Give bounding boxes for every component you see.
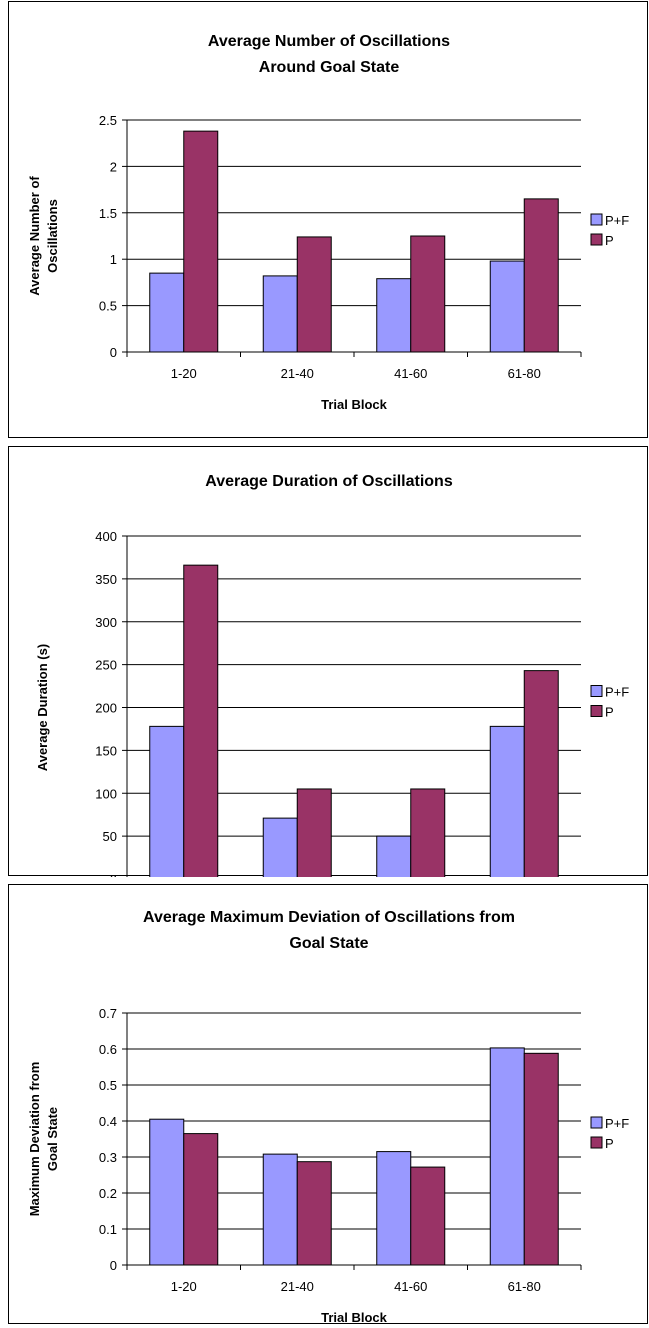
- x-category-label: 1-20: [171, 366, 197, 381]
- y-tick-label: 2.5: [99, 113, 117, 128]
- y-tick-label: 0.7: [99, 1006, 117, 1021]
- bar-p-1-20: [183, 564, 219, 877]
- legend-label: P+F: [605, 213, 629, 228]
- legend-label: P+F: [605, 1116, 629, 1131]
- y-axis-label-line: Goal State: [45, 1107, 60, 1171]
- y-tick-label: 0.5: [99, 1078, 117, 1093]
- y-tick-label: 250: [95, 658, 117, 673]
- y-tick-label: 150: [95, 743, 117, 758]
- y-tick-label: 0: [110, 1258, 117, 1273]
- y-tick-label: 0.5: [99, 299, 117, 314]
- bar-p-f-21-40: [262, 817, 298, 877]
- bar-p-f-41-60: [376, 835, 412, 877]
- bar-p-f-1-20: [149, 272, 185, 353]
- x-category-label: 61-80: [508, 1279, 541, 1294]
- x-category-label: 21-40: [281, 366, 314, 381]
- bar-p-21-40: [296, 1161, 332, 1266]
- bar-p-f-21-40: [262, 1153, 298, 1266]
- y-tick-label: 2: [110, 159, 117, 174]
- y-tick-label: 0.4: [99, 1114, 117, 1129]
- y-tick-label: 0.1: [99, 1222, 117, 1237]
- bar-p-f-1-20: [149, 725, 185, 877]
- bar-p-41-60: [410, 1166, 446, 1266]
- oscillation-count-chart: Average Number of Oscillations Around Goa…: [27, 33, 629, 412]
- legend-swatch-p-f: [590, 1116, 603, 1129]
- x-category-label: 1-20: [171, 1279, 197, 1294]
- y-tick-label: 1: [110, 252, 117, 267]
- bar-p-f-61-80: [489, 260, 525, 353]
- legend-label: P: [605, 233, 614, 248]
- bar-p-f-61-80: [489, 1047, 525, 1266]
- y-tick-label: 400: [95, 529, 117, 544]
- chart-title-line: Average Number of Oscillations: [208, 33, 450, 50]
- legend: P+F P: [590, 1116, 629, 1151]
- legend-swatch-p: [590, 1136, 603, 1149]
- bar-p-f-41-60: [376, 1151, 412, 1266]
- y-tick-label: 0.3: [99, 1150, 117, 1165]
- legend-label: P+F: [605, 685, 629, 700]
- y-tick-label: 100: [95, 786, 117, 801]
- y-tick-label: 350: [95, 572, 117, 587]
- y-tick-label: 300: [95, 615, 117, 630]
- bar-p-f-21-40: [262, 275, 298, 353]
- legend-swatch-p: [590, 233, 603, 246]
- x-category-label: 41-60: [394, 1279, 427, 1294]
- bar-p-61-80: [523, 1052, 559, 1266]
- bar-p-41-60: [410, 235, 446, 353]
- y-axis-label-line: Oscillations: [45, 199, 60, 273]
- legend-swatch-p-f: [590, 685, 603, 697]
- legend: P+F P: [590, 685, 629, 720]
- legend-label: P: [605, 1136, 614, 1151]
- bar-p-21-40: [296, 788, 332, 877]
- chart-title-line: Around Goal State: [259, 59, 400, 76]
- y-tick-label: 1.5: [99, 206, 117, 221]
- y-axis-label-line: Average Duration (s): [35, 644, 50, 771]
- chart-panel-oscillation-duration: Average Duration of Oscillations Average …: [8, 446, 648, 877]
- y-axis-label-line: Maximum Deviation from: [27, 1062, 42, 1217]
- bar-p-21-40: [296, 236, 332, 353]
- legend-swatch-p-f: [590, 213, 603, 226]
- bar-p-f-1-20: [149, 1118, 185, 1266]
- x-axis-label: Trial Block: [321, 397, 388, 412]
- y-tick-label: 50: [103, 829, 117, 844]
- x-axis-label: Trial Block: [321, 1310, 388, 1325]
- y-tick-label: 0: [110, 345, 117, 360]
- chart-panel-max-deviation: Average Maximum Deviation of Oscillation…: [8, 884, 648, 1325]
- chart-title-line: Average Maximum Deviation of Oscillation…: [143, 909, 515, 926]
- oscillation-duration-chart: Average Duration of Oscillations Average …: [35, 473, 629, 877]
- max-deviation-chart: Average Maximum Deviation of Oscillation…: [27, 909, 629, 1325]
- x-category-label: 61-80: [508, 366, 541, 381]
- y-tick-label: 0: [110, 872, 117, 877]
- chart-panel-oscillation-count: Average Number of Oscillations Around Goa…: [8, 1, 648, 438]
- legend: P+F P: [590, 213, 629, 248]
- bar-p-41-60: [410, 788, 446, 877]
- y-tick-label: 0.2: [99, 1186, 117, 1201]
- bar-p-1-20: [183, 130, 219, 353]
- bar-p-f-61-80: [489, 725, 525, 877]
- bar-p-61-80: [523, 670, 559, 877]
- y-tick-label: 200: [95, 701, 117, 716]
- bar-p-f-41-60: [376, 278, 412, 353]
- x-category-label: 41-60: [394, 366, 427, 381]
- legend-swatch-p: [590, 705, 603, 717]
- legend-label: P: [605, 705, 614, 720]
- bar-p-61-80: [523, 198, 559, 353]
- bar-p-1-20: [183, 1133, 219, 1266]
- chart-title-line: Average Duration of Oscillations: [205, 473, 453, 490]
- y-axis-label-line: Average Number of: [27, 176, 42, 296]
- x-category-label: 21-40: [281, 1279, 314, 1294]
- y-tick-label: 0.6: [99, 1042, 117, 1057]
- chart-title-line: Goal State: [289, 935, 368, 952]
